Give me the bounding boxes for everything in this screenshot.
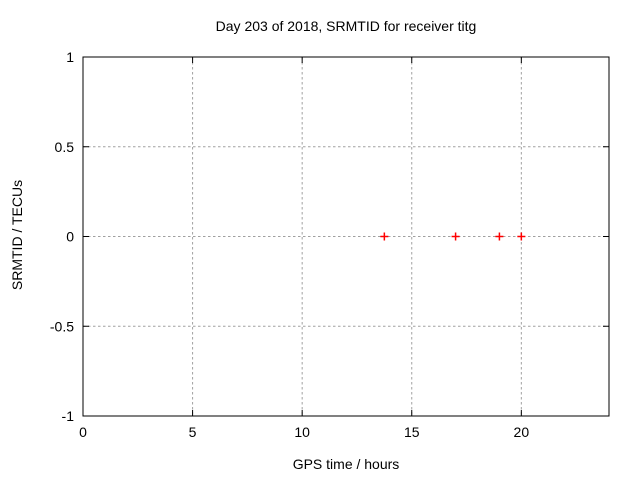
x-tick-label: 20	[514, 424, 530, 440]
y-tick-label: 0.5	[55, 139, 75, 155]
x-axis-label: GPS time / hours	[292, 456, 400, 472]
x-tick-label: 10	[294, 424, 310, 440]
x-tick-label: 15	[404, 424, 420, 440]
y-tick-label: 1	[66, 49, 74, 65]
x-tick-label: 0	[79, 424, 87, 440]
x-tick-label: 5	[189, 424, 197, 440]
chart-title: Day 203 of 2018, SRMTID for receiver tit…	[215, 18, 477, 34]
y-tick-label: -1	[62, 408, 75, 424]
y-tick-label: -0.5	[50, 318, 74, 334]
y-tick-label: 0	[66, 229, 74, 245]
